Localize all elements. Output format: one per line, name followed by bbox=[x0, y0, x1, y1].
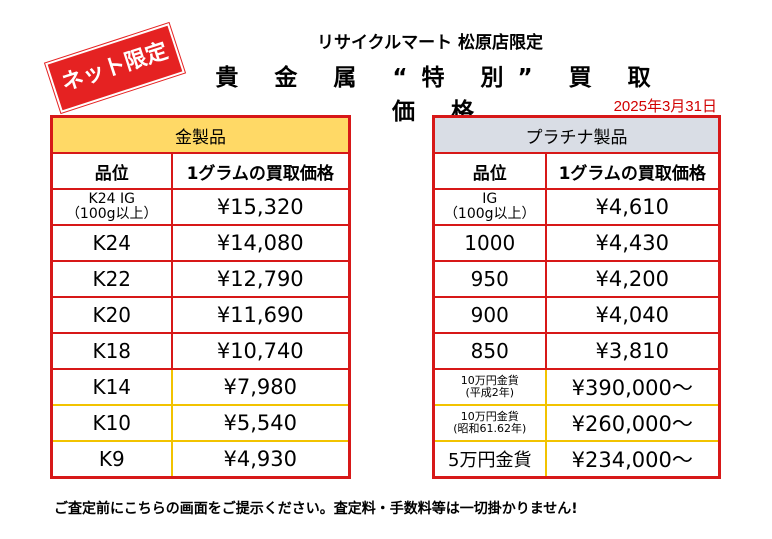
gold-price-table: 金製品 品位 1グラムの買取価格 K24 IG （100g以上） ¥15,320… bbox=[50, 115, 351, 479]
gold-grade-cell: K10 bbox=[50, 404, 173, 442]
platinum-grade-line2: (昭和61.62年) bbox=[453, 422, 527, 435]
table-row: K22 ¥12,790 bbox=[50, 260, 351, 298]
platinum-grade-cell: 950 bbox=[432, 260, 547, 298]
gold-price-cell: ¥12,790 bbox=[170, 260, 351, 298]
platinum-grade-cell: 10万円金貨 (昭和61.62年) bbox=[432, 404, 547, 442]
platinum-price-cell: ¥390,000〜 bbox=[544, 368, 721, 406]
table-row: 10万円金貨 (昭和61.62年) ¥260,000〜 bbox=[432, 404, 721, 442]
footer-note: ご査定前にこちらの画面をご提示ください。査定料・手数料等は一切掛かりません! bbox=[54, 501, 578, 517]
platinum-price-cell: ¥234,000〜 bbox=[544, 440, 721, 479]
gold-price-cell: ¥5,540 bbox=[170, 404, 351, 442]
table-row: 950 ¥4,200 bbox=[432, 260, 721, 298]
table-row: K14 ¥7,980 bbox=[50, 368, 351, 406]
platinum-grade-line2: (平成2年) bbox=[465, 386, 515, 399]
gold-grade-cell: K9 bbox=[50, 440, 173, 479]
gold-price-cell: ¥10,740 bbox=[170, 332, 351, 370]
store-name: リサイクルマート 松原店限定 bbox=[316, 33, 544, 53]
table-row: K20 ¥11,690 bbox=[50, 296, 351, 334]
gold-price-cell: ¥4,930 bbox=[170, 440, 351, 479]
platinum-grade-cell: 5万円金貨 bbox=[432, 440, 547, 479]
table-row: K18 ¥10,740 bbox=[50, 332, 351, 370]
platinum-price-cell: ¥4,430 bbox=[544, 224, 721, 262]
table-row: 1000 ¥4,430 bbox=[432, 224, 721, 262]
gold-col-price: 1グラムの買取価格 bbox=[170, 152, 351, 190]
gold-grade-line2: （100g以上） bbox=[65, 206, 158, 222]
gold-price-cell: ¥11,690 bbox=[170, 296, 351, 334]
gold-price-cell: ¥15,320 bbox=[170, 188, 351, 226]
platinum-price-table: プラチナ製品 品位 1グラムの買取価格 IG （100g以上） ¥4,610 1… bbox=[432, 115, 721, 479]
gold-col-grade: 品位 bbox=[50, 152, 173, 190]
table-row: 5万円金貨 ¥234,000〜 bbox=[432, 440, 721, 479]
platinum-col-grade: 品位 bbox=[432, 152, 547, 190]
platinum-price-cell: ¥4,200 bbox=[544, 260, 721, 298]
platinum-col-price: 1グラムの買取価格 bbox=[544, 152, 721, 190]
platinum-grade-line1: IG bbox=[482, 191, 498, 207]
platinum-price-cell: ¥4,610 bbox=[544, 188, 721, 226]
platinum-grade-cell: IG （100g以上） bbox=[432, 188, 547, 226]
gold-grade-cell: K20 bbox=[50, 296, 173, 334]
table-row: 10万円金貨 (平成2年) ¥390,000〜 bbox=[432, 368, 721, 406]
gold-price-cell: ¥14,080 bbox=[170, 224, 351, 262]
date-label: 2025年3月31日 bbox=[613, 98, 717, 115]
platinum-price-cell: ¥3,810 bbox=[544, 332, 721, 370]
gold-grade-cell: K22 bbox=[50, 260, 173, 298]
gold-table-header: 金製品 bbox=[50, 115, 351, 154]
table-row: K9 ¥4,930 bbox=[50, 440, 351, 479]
gold-grade-cell: K14 bbox=[50, 368, 173, 406]
platinum-grade-cell: 10万円金貨 (平成2年) bbox=[432, 368, 547, 406]
table-row: K10 ¥5,540 bbox=[50, 404, 351, 442]
platinum-grade-line1: 10万円金貨 bbox=[460, 374, 519, 387]
page-title: 貴 金 属 “特 別” 買 取 価 格 bbox=[215, 65, 665, 125]
platinum-price-cell: ¥4,040 bbox=[544, 296, 721, 334]
platinum-price-cell: ¥260,000〜 bbox=[544, 404, 721, 442]
table-row: 900 ¥4,040 bbox=[432, 296, 721, 334]
platinum-grade-cell: 850 bbox=[432, 332, 547, 370]
gold-grade-cell: K24 IG （100g以上） bbox=[50, 188, 173, 226]
gold-price-cell: ¥7,980 bbox=[170, 368, 351, 406]
platinum-grade-cell: 1000 bbox=[432, 224, 547, 262]
table-row: IG （100g以上） ¥4,610 bbox=[432, 188, 721, 226]
gold-grade-cell: K18 bbox=[50, 332, 173, 370]
gold-grade-line1: K24 IG bbox=[88, 191, 135, 207]
net-limited-badge: ネット限定 bbox=[45, 23, 185, 113]
table-row: K24 ¥14,080 bbox=[50, 224, 351, 262]
platinum-table-header: プラチナ製品 bbox=[432, 115, 721, 154]
table-row: K24 IG （100g以上） ¥15,320 bbox=[50, 188, 351, 226]
table-row: 850 ¥3,810 bbox=[432, 332, 721, 370]
platinum-grade-line1: 10万円金貨 bbox=[460, 410, 519, 423]
platinum-grade-line2: （100g以上） bbox=[443, 206, 536, 222]
gold-grade-cell: K24 bbox=[50, 224, 173, 262]
platinum-grade-cell: 900 bbox=[432, 296, 547, 334]
